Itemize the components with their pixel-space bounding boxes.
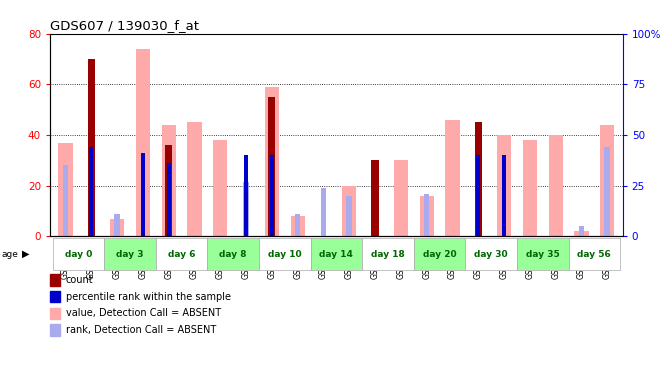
Bar <box>342 186 356 236</box>
Bar <box>362 238 414 270</box>
Bar <box>420 196 434 236</box>
Bar <box>268 97 276 236</box>
Text: day 0: day 0 <box>65 250 92 259</box>
Text: day 18: day 18 <box>371 250 405 259</box>
Text: day 10: day 10 <box>268 250 302 259</box>
Bar <box>50 308 60 319</box>
Bar <box>517 238 569 270</box>
Bar <box>604 147 610 236</box>
Bar <box>104 238 156 270</box>
Text: percentile rank within the sample: percentile rank within the sample <box>66 292 231 302</box>
Bar <box>549 135 563 236</box>
Text: count: count <box>66 275 94 285</box>
Bar <box>320 188 326 236</box>
Text: day 20: day 20 <box>423 250 456 259</box>
Bar <box>579 226 584 236</box>
Text: ▶: ▶ <box>22 249 29 259</box>
Bar <box>110 219 124 236</box>
Bar <box>476 155 480 236</box>
Bar <box>141 153 145 236</box>
Bar <box>414 238 466 270</box>
Bar <box>523 140 537 236</box>
Bar <box>50 324 60 336</box>
Text: age: age <box>1 250 18 259</box>
Bar <box>290 216 305 236</box>
Bar <box>466 238 517 270</box>
Bar <box>165 145 172 236</box>
Bar <box>89 147 93 236</box>
Bar <box>50 274 60 286</box>
Bar <box>569 238 620 270</box>
Text: day 30: day 30 <box>474 250 508 259</box>
Bar <box>270 155 274 236</box>
Bar <box>207 238 259 270</box>
Bar <box>446 120 460 236</box>
Bar <box>475 122 482 236</box>
Bar <box>394 160 408 236</box>
Bar <box>156 238 207 270</box>
Bar <box>162 125 176 236</box>
Bar <box>166 164 170 236</box>
Text: day 35: day 35 <box>526 250 559 259</box>
Bar <box>136 49 150 236</box>
Bar <box>600 125 614 236</box>
Bar <box>50 291 60 303</box>
Bar <box>244 155 248 236</box>
Text: value, Detection Call = ABSENT: value, Detection Call = ABSENT <box>66 308 221 318</box>
Bar <box>63 165 69 236</box>
Bar <box>372 160 379 236</box>
Bar <box>346 196 352 236</box>
Text: day 8: day 8 <box>219 250 247 259</box>
Bar <box>187 122 202 236</box>
Bar <box>574 231 589 236</box>
Bar <box>424 194 430 236</box>
Text: GDS607 / 139030_f_at: GDS607 / 139030_f_at <box>50 19 199 32</box>
Bar <box>502 155 506 236</box>
Bar <box>114 214 120 236</box>
Bar <box>88 59 95 236</box>
Bar <box>295 214 300 236</box>
Bar <box>59 142 73 236</box>
Bar <box>53 238 104 270</box>
Text: rank, Detection Call = ABSENT: rank, Detection Call = ABSENT <box>66 325 216 335</box>
Bar <box>259 238 310 270</box>
Bar <box>213 140 227 236</box>
Bar <box>264 87 279 236</box>
Bar <box>243 182 249 236</box>
Text: day 14: day 14 <box>320 250 353 259</box>
Text: day 56: day 56 <box>577 250 611 259</box>
Text: day 3: day 3 <box>116 250 144 259</box>
Bar <box>310 238 362 270</box>
Bar <box>497 135 511 236</box>
Text: day 6: day 6 <box>168 250 195 259</box>
